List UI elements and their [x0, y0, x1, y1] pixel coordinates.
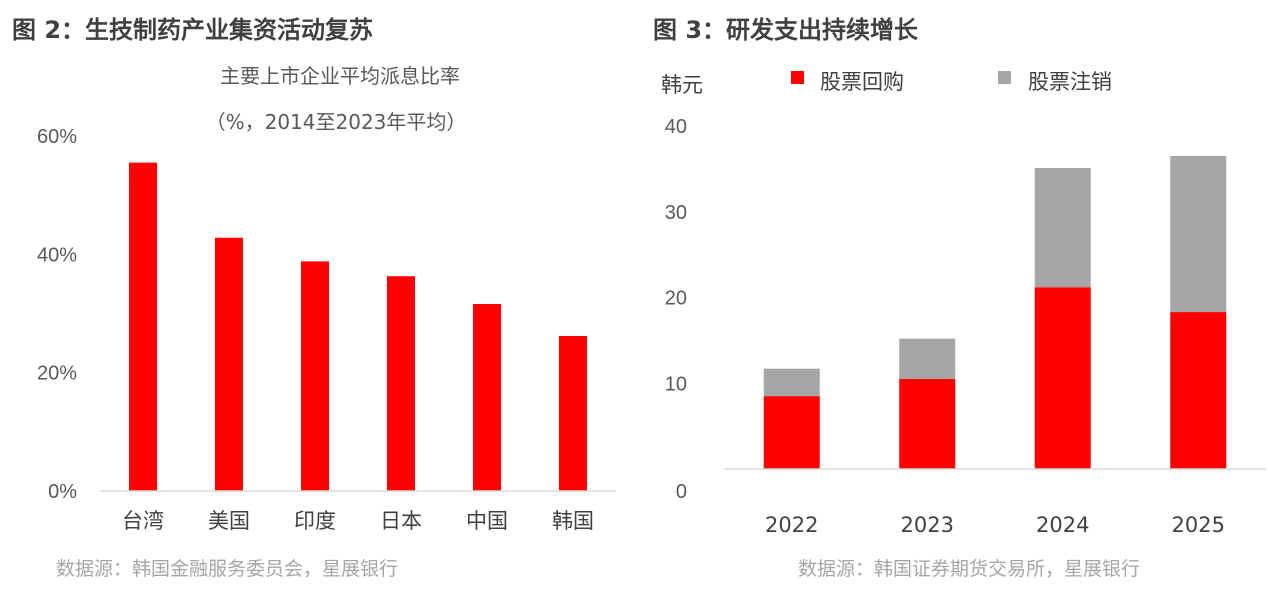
fig2-bar-中国 — [473, 304, 501, 491]
fig3-category-label: 2025 — [1172, 513, 1225, 537]
legend-buyback-label: 股票回购 — [820, 70, 904, 94]
fig3-title: 图 3：研发支出持续增长 — [653, 16, 919, 44]
legend-buyback-swatch — [791, 71, 804, 84]
fig2-category-label: 韩国 — [552, 509, 594, 533]
legend-cancel-swatch — [998, 71, 1011, 84]
fig3-bar-2022-buyback — [763, 396, 820, 469]
fig2-title: 图 2：生技制药产业集资活动复苏 — [12, 16, 373, 44]
fig3-unit-label: 韩元 — [661, 73, 703, 97]
fig2-bar-台湾 — [129, 162, 157, 491]
fig3-y-tick-label: 0 — [676, 481, 687, 503]
fig2-category-label: 中国 — [466, 509, 508, 533]
fig3-bar-2025-buyback — [1170, 312, 1227, 469]
fig3-y-tick-label: 20 — [665, 288, 687, 310]
fig2-bar-日本 — [387, 276, 415, 491]
fig2-y-tick-label: 60% — [37, 126, 77, 148]
fig2-bar-韩国 — [559, 335, 587, 491]
fig2-chart-title: 主要上市企业平均派息比率 — [220, 64, 460, 88]
fig3-y-tick-label: 30 — [665, 202, 687, 224]
fig3-y-tick-label: 40 — [665, 116, 687, 138]
fig3-bar-2023-buyback — [899, 378, 956, 469]
fig2-y-tick-label: 40% — [37, 244, 77, 266]
legend-cancel-label: 股票注销 — [1028, 70, 1112, 94]
fig3-y-axis: 0 10 20 30 40 — [665, 116, 687, 503]
fig2-y-tick-label: 20% — [37, 363, 77, 385]
fig2-bar-美国 — [215, 237, 243, 491]
fig3-category-label: 2022 — [765, 513, 818, 537]
fig2-category-label: 印度 — [294, 509, 336, 533]
fig2-category-label: 台湾 — [122, 509, 164, 533]
fig3-x-axis: 2022 2023 2024 2025 — [765, 513, 1225, 537]
fig2-y-axis: 0% 20% 40% 60% — [37, 126, 77, 503]
fig2-category-label: 美国 — [208, 509, 250, 533]
fig2-chart-subtitle: （%，2014至2023年平均） — [206, 110, 467, 134]
fig3-bar-2025-cancellation — [1170, 156, 1227, 313]
fig3-bar-2024-buyback — [1034, 287, 1091, 469]
fig3-y-tick-label: 10 — [665, 373, 687, 395]
fig3-bars — [763, 156, 1227, 469]
fig2-bar-印度 — [301, 261, 329, 491]
fig3-bar-2023-cancellation — [899, 338, 956, 379]
fig2-y-tick-label: 0% — [48, 481, 77, 503]
fig3-category-label: 2023 — [901, 513, 954, 537]
fig2-x-axis: 台湾 美国 印度 日本 中国 韩国 — [122, 509, 594, 533]
fig3-bar-2022-cancellation — [763, 368, 820, 397]
fig3-source: 数据源：韩国证券期货交易所，星展银行 — [798, 558, 1140, 580]
fig2-category-label: 日本 — [380, 509, 422, 533]
fig2-source: 数据源：韩国金融服务委员会，星展银行 — [56, 558, 398, 580]
fig2-bars — [129, 162, 587, 491]
fig3-bar-2024-cancellation — [1034, 168, 1091, 288]
fig3-category-label: 2024 — [1036, 513, 1089, 537]
